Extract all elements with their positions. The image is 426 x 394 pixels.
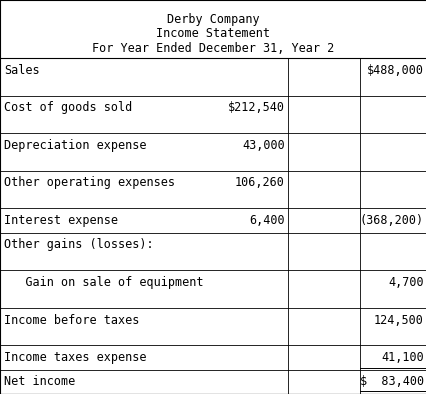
Text: $212,540: $212,540 <box>227 101 284 114</box>
Text: Gain on sale of equipment: Gain on sale of equipment <box>4 276 203 289</box>
Text: Other operating expenses: Other operating expenses <box>4 177 175 190</box>
Text: 41,100: 41,100 <box>380 351 423 364</box>
Text: 106,260: 106,260 <box>235 177 284 190</box>
Text: $  83,400: $ 83,400 <box>359 375 423 388</box>
Text: Sales: Sales <box>4 63 40 76</box>
Text: Depreciation expense: Depreciation expense <box>4 139 146 152</box>
Text: Income before taxes: Income before taxes <box>4 314 139 327</box>
Text: (368,200): (368,200) <box>359 214 423 227</box>
Text: Derby Company: Derby Company <box>167 13 259 26</box>
Text: Cost of goods sold: Cost of goods sold <box>4 101 132 114</box>
Text: Other gains (losses):: Other gains (losses): <box>4 238 153 251</box>
Text: For Year Ended December 31, Year 2: For Year Ended December 31, Year 2 <box>92 42 334 55</box>
Text: Net income: Net income <box>4 375 75 388</box>
Text: Interest expense: Interest expense <box>4 214 118 227</box>
Text: Income Statement: Income Statement <box>156 27 270 40</box>
Text: $488,000: $488,000 <box>366 63 423 76</box>
Text: 43,000: 43,000 <box>242 139 284 152</box>
Text: 4,700: 4,700 <box>388 276 423 289</box>
Text: 6,400: 6,400 <box>249 214 284 227</box>
Text: Income taxes expense: Income taxes expense <box>4 351 146 364</box>
Text: 124,500: 124,500 <box>373 314 423 327</box>
